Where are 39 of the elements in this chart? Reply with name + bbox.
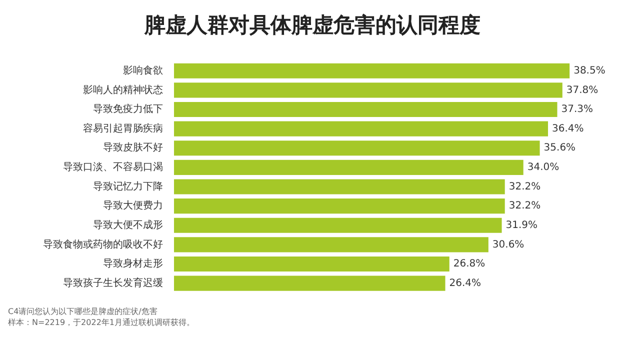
bar — [174, 63, 570, 78]
data-label: 32.2% — [508, 200, 541, 212]
data-label: 37.3% — [561, 104, 594, 116]
data-label: 36.4% — [552, 123, 584, 134]
data-label: 26.8% — [453, 258, 486, 270]
y-tick-label: 导致大便不成形 — [93, 218, 163, 231]
y-tick-label: 影响食欲 — [123, 64, 163, 76]
y-tick-label: 导致皮肤不好 — [103, 142, 163, 154]
data-label: 30.6% — [492, 239, 524, 250]
bar — [174, 140, 540, 156]
chart-title: 脾虚人群对具体脾虚危害的认同程度 — [144, 13, 480, 38]
bar — [174, 121, 548, 136]
y-tick-label: 导致大便费力 — [103, 200, 163, 212]
bar — [174, 160, 524, 175]
y-tick-label: 导致口淡、不容易口渴 — [63, 161, 163, 174]
data-label: 26.4% — [449, 278, 482, 289]
y-tick-label: 导致免疫力低下 — [93, 103, 163, 116]
y-tick-label: 导致身材走形 — [103, 258, 163, 270]
y-tick-label: 容易引起胃肠疾病 — [83, 122, 163, 134]
data-label: 31.9% — [506, 220, 538, 231]
data-label: 35.6% — [544, 142, 576, 154]
data-label: 34.0% — [527, 162, 560, 174]
bar — [174, 179, 505, 194]
text: 样本：N=2219，于2022年1月通过联机调研获得。 — [8, 317, 194, 328]
data-label: 38.5% — [574, 65, 606, 76]
data-label: 37.8% — [566, 84, 598, 96]
y-tick-label: 导致食物或药物的吸收不好 — [43, 238, 163, 250]
y-tick-label: 导致孩子生长发育迟缓 — [63, 276, 163, 289]
bar — [174, 82, 562, 98]
bar — [174, 218, 502, 233]
y-tick-label: 导致记忆力下降 — [93, 180, 163, 192]
bar — [174, 102, 558, 118]
bar — [174, 198, 505, 214]
data-label: 32.2% — [508, 181, 541, 192]
y-tick-label: 影响人的精神状态 — [83, 84, 163, 96]
bar — [174, 237, 488, 252]
bar — [174, 256, 450, 272]
text: C4请问您认为以下哪些是脾虚的症状/危害 — [8, 306, 158, 317]
bar — [174, 276, 446, 291]
